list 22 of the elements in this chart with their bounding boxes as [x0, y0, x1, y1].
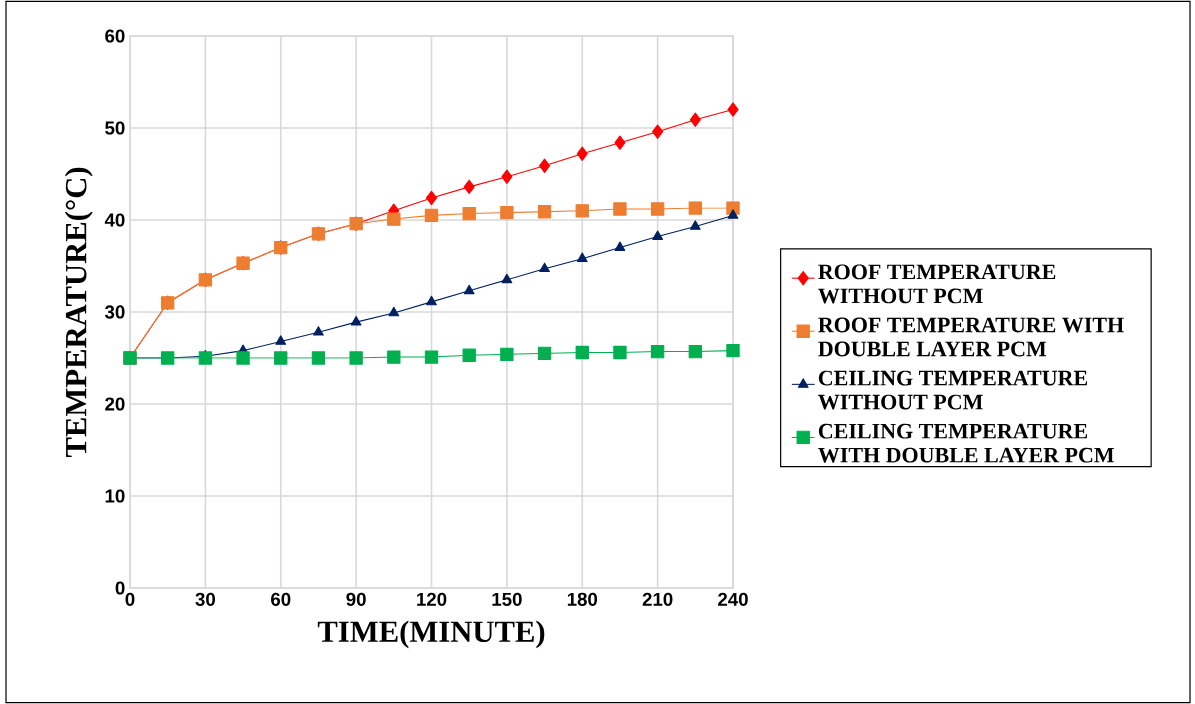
x-tick-label: 0: [125, 592, 135, 606]
x-tick-label: 150: [492, 592, 522, 606]
x-tick-label: 180: [567, 592, 598, 606]
x-tick-label: 90: [346, 592, 366, 606]
legend-label: ROOF TEMPERATURE WITH DOUBLE LAYER PCM: [818, 317, 1124, 357]
y-tick-label: 20: [105, 397, 125, 411]
legend-label: ROOF TEMPERATURE WITHOUT PCM: [818, 264, 1056, 304]
y-tick-label: 10: [105, 489, 125, 503]
x-tick-label: 30: [195, 592, 215, 606]
y-tick-label: 0: [115, 581, 125, 595]
y-tick-label: 40: [104, 213, 125, 227]
x-tick-label: 120: [417, 592, 447, 606]
y-tick-label: 60: [105, 29, 125, 43]
legend-label: CEILING TEMPERATURE WITH DOUBLE LAYER PCM: [818, 423, 1114, 463]
y-tick-label: 50: [105, 121, 125, 135]
y-axis-title: TEMPERATURE(°C): [64, 167, 93, 458]
legend-label: CEILING TEMPERATURE WITHOUT PCM: [818, 370, 1088, 410]
x-tick-label: 60: [271, 592, 291, 606]
x-tick-label: 240: [718, 592, 748, 606]
y-tick-label: 30: [104, 305, 125, 319]
x-tick-label: 210: [642, 592, 673, 606]
x-axis-title: TIME(MINUTE): [317, 620, 545, 649]
